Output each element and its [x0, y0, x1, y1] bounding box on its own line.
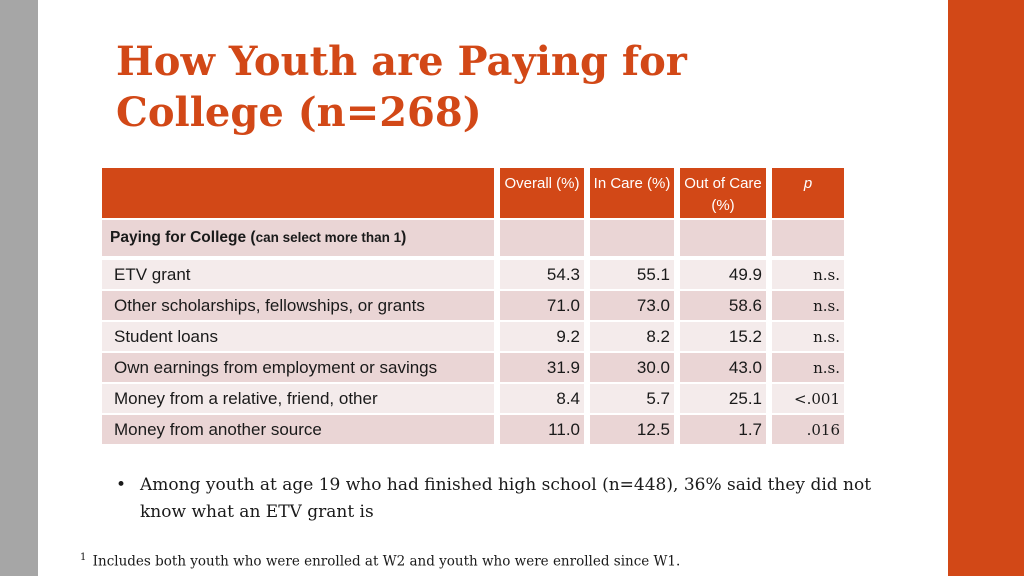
footnote-text: Includes both youth who were enrolled at…	[92, 553, 681, 570]
bullet-dot: •	[116, 475, 127, 495]
cell-overall: 9.2	[500, 322, 590, 353]
cell-p: n.s.	[772, 322, 844, 353]
cell-p: n.s.	[772, 353, 844, 384]
header-blank	[102, 168, 500, 220]
row-label: Money from another source	[102, 415, 500, 446]
row-label: Own earnings from employment or savings	[102, 353, 500, 384]
section-label-main: Paying for College (	[110, 229, 256, 246]
footnote: 1 Includes both youth who were enrolled …	[80, 552, 940, 570]
cell-in-care: 30.0	[590, 353, 680, 384]
cell-overall: 31.9	[500, 353, 590, 384]
left-side-bar	[0, 0, 38, 576]
cell-in-care: 5.7	[590, 384, 680, 415]
section-cell	[500, 220, 590, 258]
section-row: Paying for College (can select more than…	[102, 220, 844, 258]
cell-out-of-care: 58.6	[680, 291, 772, 322]
cell-in-care: 55.1	[590, 260, 680, 291]
header-in-care: In Care (%)	[590, 168, 680, 220]
cell-overall: 71.0	[500, 291, 590, 322]
row-label: ETV grant	[102, 260, 500, 291]
right-accent-bar	[948, 0, 1024, 576]
cell-p: n.s.	[772, 291, 844, 322]
bullet-point: • Among youth at age 19 who had finished…	[116, 472, 906, 526]
cell-p: .016	[772, 415, 844, 446]
cell-in-care: 73.0	[590, 291, 680, 322]
cell-overall: 11.0	[500, 415, 590, 446]
cell-out-of-care: 1.7	[680, 415, 772, 446]
table-row: Other scholarships, fellowships, or gran…	[102, 291, 844, 322]
row-label: Student loans	[102, 322, 500, 353]
header-p: p	[772, 168, 844, 220]
table-spacer	[102, 258, 844, 260]
footnote-mark: 1	[80, 552, 87, 563]
table-row: Own earnings from employment or savings …	[102, 353, 844, 384]
bullet-text: Among youth at age 19 who had finished h…	[140, 475, 872, 522]
cell-p: <.001	[772, 384, 844, 415]
section-cell	[680, 220, 772, 258]
table-row: ETV grant 54.3 55.1 49.9 n.s.	[102, 260, 844, 291]
payment-table: Overall (%) In Care (%) Out of Care (%) …	[102, 168, 844, 446]
cell-in-care: 8.2	[590, 322, 680, 353]
section-cell	[590, 220, 680, 258]
cell-out-of-care: 49.9	[680, 260, 772, 291]
cell-out-of-care: 15.2	[680, 322, 772, 353]
cell-out-of-care: 25.1	[680, 384, 772, 415]
section-label: Paying for College (can select more than…	[102, 220, 500, 258]
cell-in-care: 12.5	[590, 415, 680, 446]
header-overall: Overall (%)	[500, 168, 590, 220]
cell-out-of-care: 43.0	[680, 353, 772, 384]
table-row: Student loans 9.2 8.2 15.2 n.s.	[102, 322, 844, 353]
table-row: Money from a relative, friend, other 8.4…	[102, 384, 844, 415]
row-label: Money from a relative, friend, other	[102, 384, 500, 415]
table-row: Money from another source 11.0 12.5 1.7 …	[102, 415, 844, 446]
cell-p: n.s.	[772, 260, 844, 291]
cell-overall: 8.4	[500, 384, 590, 415]
slide-title: How Youth are Paying for College (n=268)	[116, 38, 687, 136]
cell-overall: 54.3	[500, 260, 590, 291]
section-label-end: )	[401, 229, 407, 246]
table-header-row: Overall (%) In Care (%) Out of Care (%) …	[102, 168, 844, 220]
header-out-of-care: Out of Care (%)	[680, 168, 772, 220]
section-cell	[772, 220, 844, 258]
section-label-note: can select more than 1	[255, 230, 402, 245]
row-label: Other scholarships, fellowships, or gran…	[102, 291, 500, 322]
